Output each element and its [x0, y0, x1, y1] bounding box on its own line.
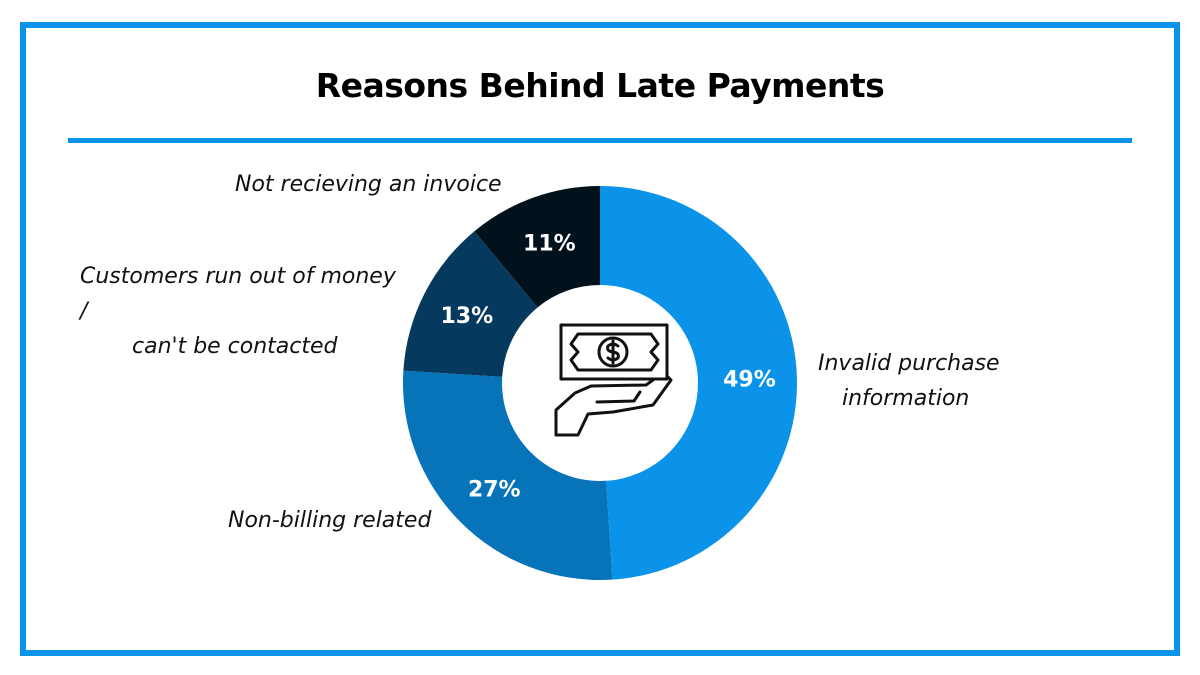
- chart-title: Reasons Behind Late Payments: [315, 66, 885, 105]
- donut-slice: [403, 231, 538, 377]
- label-invoice: Not recieving an invoice: [235, 172, 502, 197]
- label-non-billing: Non-billing related: [228, 508, 432, 533]
- hand-holding-money-icon: [554, 323, 673, 437]
- donut-slice: [474, 186, 600, 308]
- slice-value-label: 27%: [468, 478, 521, 503]
- slice-value-label: 11%: [523, 231, 576, 256]
- label-line: information: [842, 386, 970, 411]
- label-customers: Customers run out of money / can't be co…: [80, 259, 406, 364]
- donut-slice: [600, 186, 798, 580]
- donut-slice: [403, 370, 613, 580]
- label-line: Invalid purchase: [818, 351, 1000, 376]
- chart-frame: [20, 22, 1180, 656]
- slice-value-label: 49%: [723, 367, 776, 392]
- label-invalid-purchase: Invalid purchase information: [818, 346, 1000, 416]
- label-line: Customers run out of money /: [80, 264, 396, 324]
- title-divider: [68, 138, 1132, 143]
- slice-value-label: 13%: [440, 304, 493, 329]
- label-line: can't be contacted: [132, 334, 338, 359]
